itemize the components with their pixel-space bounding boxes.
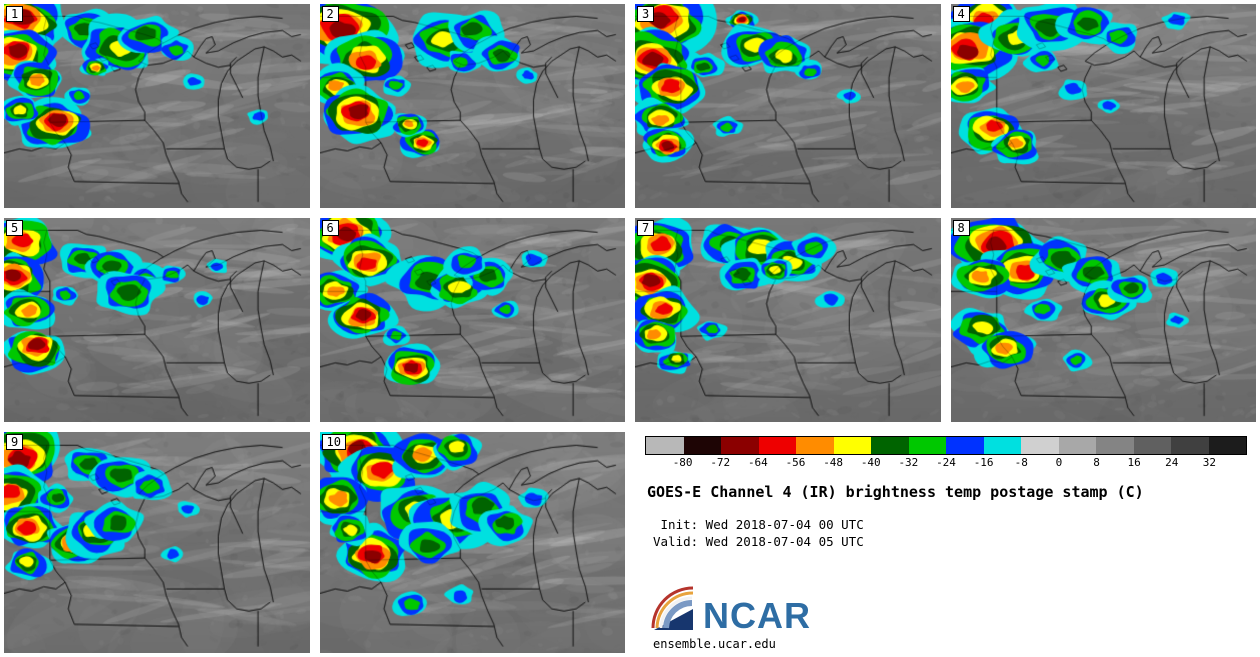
valid-time: Valid: Wed 2018-07-04 05 UTC xyxy=(653,534,864,549)
member-number-badge: 6 xyxy=(321,220,339,236)
plot-title: GOES-E Channel 4 (IR) brightness temp po… xyxy=(647,483,1144,501)
member-number-badge: 7 xyxy=(637,220,655,236)
colorbar-segment xyxy=(1058,437,1096,454)
member-number-badge: 9 xyxy=(6,434,24,450)
colorbar-segment xyxy=(1133,437,1171,454)
colorbar-segment xyxy=(946,437,984,454)
colorbar-segment xyxy=(833,437,871,454)
satellite-ir-image xyxy=(635,4,941,208)
colorbar-tick: -32 xyxy=(898,456,919,469)
satellite-ir-image xyxy=(950,4,1256,208)
member-number-badge: 8 xyxy=(952,220,970,236)
member-number-badge: 1 xyxy=(6,6,24,22)
member-number-badge: 5 xyxy=(6,220,24,236)
colorbar-tick: 0 xyxy=(1055,456,1063,469)
colorbar-tick: -16 xyxy=(973,456,994,469)
member-number-badge: 3 xyxy=(637,6,655,22)
satellite-ir-image xyxy=(950,218,1256,422)
member-number-badge: 4 xyxy=(952,6,970,22)
ncar-logo-text: NCAR xyxy=(703,595,811,636)
colorbar-tick: 24 xyxy=(1165,456,1179,469)
ensemble-member-panel: 3 xyxy=(635,4,941,208)
ensemble-member-panel: 10 xyxy=(319,432,625,653)
ensemble-member-panel: 1 xyxy=(4,4,310,208)
colorbar-segment xyxy=(871,437,909,454)
colorbar-segment xyxy=(1208,437,1246,454)
colorbar-tick: 8 xyxy=(1093,456,1100,469)
colorbar-segment xyxy=(983,437,1021,454)
colorbar-tick: -72 xyxy=(710,456,731,469)
colorbar-segment xyxy=(683,437,721,454)
ensemble-member-panel: 8 xyxy=(950,218,1256,422)
colorbar-segment xyxy=(646,437,684,454)
satellite-ir-image xyxy=(635,218,941,422)
ncar-logo-swoosh xyxy=(651,586,694,630)
colorbar xyxy=(645,436,1247,455)
colorbar-tick: -56 xyxy=(785,456,806,469)
satellite-ir-image xyxy=(319,218,625,422)
colorbar-tick: -80 xyxy=(672,456,693,469)
ensemble-member-panel: 4 xyxy=(950,4,1256,208)
ensemble-member-panel: 7 xyxy=(635,218,941,422)
colorbar-segment xyxy=(796,437,834,454)
colorbar-tick-labels: -80 -72 -64 -56 -48 -40 -32 -24 -16 -8 0 8 16 24 32 xyxy=(645,455,1247,470)
member-number-badge: 10 xyxy=(321,434,346,450)
colorbar-segment xyxy=(1096,437,1134,454)
site-url: ensemble.ucar.edu xyxy=(653,637,776,651)
legend-and-title-block: -80 -72 -64 -56 -48 -40 -32 -24 -16 -8 0 8 16 24 32 GO… xyxy=(635,432,1256,653)
colorbar-segment xyxy=(758,437,796,454)
ensemble-member-panel: 9 xyxy=(4,432,310,653)
colorbar-segment xyxy=(1021,437,1059,454)
ensemble-member-panel: 2 xyxy=(319,4,625,208)
ensemble-member-panel: 6 xyxy=(319,218,625,422)
satellite-ir-image xyxy=(319,4,625,208)
satellite-ir-image xyxy=(4,4,310,208)
colorbar-segment xyxy=(908,437,946,454)
colorbar-tick: -40 xyxy=(860,456,881,469)
colorbar-tick: -8 xyxy=(1014,456,1028,469)
colorbar-tick: -48 xyxy=(823,456,844,469)
ensemble-member-panel: 5 xyxy=(4,218,310,422)
colorbar-tick: 16 xyxy=(1127,456,1141,469)
colorbar-tick: -24 xyxy=(936,456,956,469)
satellite-ir-image xyxy=(4,432,310,653)
colorbar-segment xyxy=(721,437,759,454)
colorbar-tick: -64 xyxy=(747,456,768,469)
ncar-logo: NCAR xyxy=(647,580,1252,634)
member-number-badge: 2 xyxy=(321,6,339,22)
init-time: Init: Wed 2018-07-04 00 UTC xyxy=(653,517,864,532)
colorbar-tick: 32 xyxy=(1202,456,1216,469)
satellite-ir-image xyxy=(319,432,625,653)
colorbar-segment xyxy=(1171,437,1209,454)
time-info: Init: Wed 2018-07-04 00 UTC Valid: Wed 2… xyxy=(639,516,1252,550)
satellite-ir-image xyxy=(4,218,310,422)
